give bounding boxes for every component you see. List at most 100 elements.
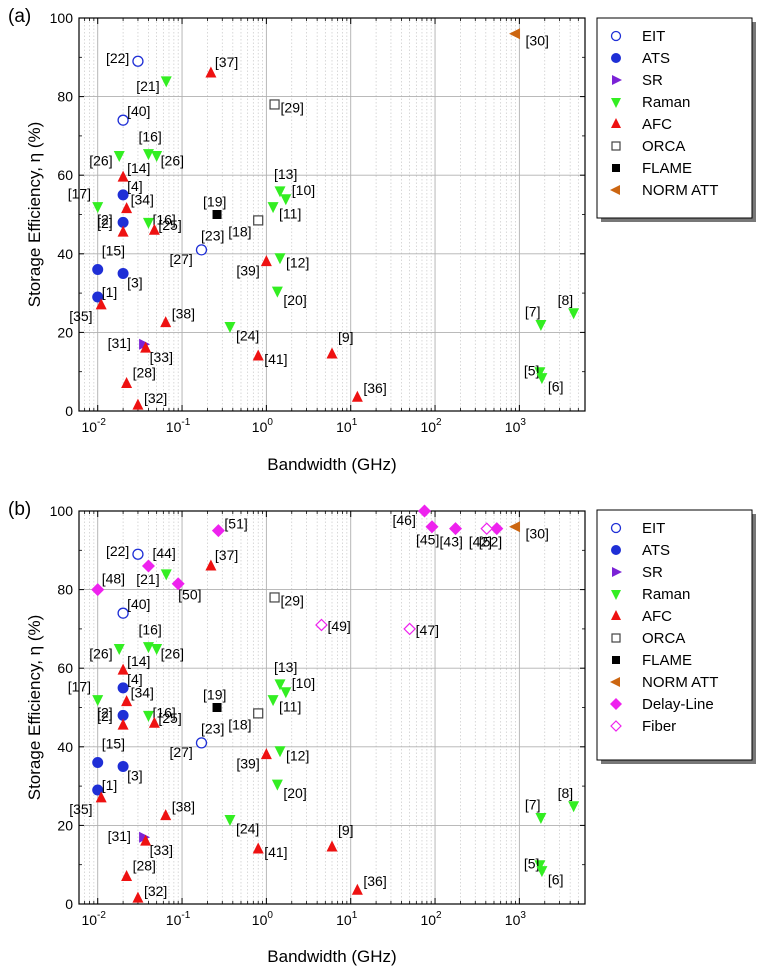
panel-label: (a) [8, 6, 31, 27]
series-orca: [29] [18] [228, 99, 304, 239]
data-point-fiber [403, 622, 417, 636]
y-tick-label: 40 [57, 246, 73, 262]
x-axis-title: Bandwidth (GHz) [267, 455, 396, 474]
x-tick-label: 102 [420, 417, 442, 435]
point-label: [50] [178, 587, 201, 603]
data-point-afc [160, 316, 172, 328]
data-point-raman [271, 779, 283, 791]
data-point-ats [92, 291, 104, 303]
legend-marker [610, 522, 622, 534]
data-point-afc [121, 869, 133, 881]
data-points: [22] [40] [27] [4] [2] [15][3] [1] [31] [21] [26]… [68, 504, 580, 903]
data-point-afc [260, 255, 272, 267]
point-label: [26] [161, 646, 184, 662]
legend-label: FLAME [642, 652, 692, 669]
data-point-afc [260, 748, 272, 760]
x-tick-label: 101 [336, 910, 358, 928]
data-point-delay-line [91, 583, 105, 597]
data-point-afc [95, 791, 107, 803]
data-point-eit [117, 114, 129, 126]
point-label: [52] [479, 534, 502, 550]
data-point-afc [117, 225, 129, 237]
panel-label: (b) [8, 499, 31, 520]
data-point-raman [113, 644, 125, 656]
point-label: [38] [172, 306, 195, 322]
data-point-ats [92, 264, 104, 276]
legend-label: EIT [642, 28, 665, 45]
y-tick-label: 60 [57, 660, 73, 676]
data-point-eit [132, 548, 144, 560]
y-tick-label: 40 [57, 739, 73, 755]
data-point-norm-att [509, 28, 521, 40]
legend-marker [611, 545, 621, 555]
point-label: [35] [69, 801, 92, 817]
legend-marker [611, 141, 621, 151]
data-point-norm-att [509, 521, 521, 533]
data-point-afc [132, 891, 144, 903]
data-point-raman [271, 286, 283, 298]
data-point-afc [148, 223, 160, 235]
point-label: [34] [131, 192, 154, 208]
point-label: [47] [416, 622, 439, 638]
point-label: [26] [89, 153, 112, 169]
legend-entry-raman: Raman [611, 94, 690, 111]
data-point-eit [195, 737, 208, 749]
point-label: [10] [292, 182, 315, 198]
y-axis: 0 20 40 60 80 100 [50, 503, 585, 912]
point-label: [2] [97, 708, 113, 724]
data-point-fiber [315, 618, 328, 632]
point-label: [32] [144, 390, 167, 406]
point-label: [29] [281, 592, 304, 608]
x-axis: 10-2 10-1 100 101 102 103 [81, 511, 579, 928]
legend-marker [611, 53, 621, 63]
legend-entry-flame: FLAME [612, 160, 692, 177]
point-label: [1] [102, 777, 118, 793]
point-label: [31] [108, 828, 131, 844]
data-point-afc [140, 834, 152, 846]
x-tick-label: 10-2 [81, 910, 106, 928]
legend: EIT ATS SR Raman AFC ORCA FLAME NORM ATT [596, 17, 756, 222]
data-point-afc [117, 663, 129, 675]
point-label: [24] [236, 328, 259, 344]
point-label: [48] [102, 571, 125, 587]
point-label: [2] [97, 704, 113, 720]
x-tick-label: 103 [505, 417, 527, 435]
legend-entry-flame: FLAME [612, 652, 692, 669]
point-label: [22] [106, 543, 129, 559]
legend-entry-sr: SR [612, 564, 663, 581]
data-point-raman [142, 149, 154, 161]
chart-panel-a: 0 20 40 60 80 100 10-2 10-1 100 101 102 103 Bandwidt… [8, 6, 756, 474]
data-point-raman [568, 801, 580, 813]
point-label: [14] [127, 160, 150, 176]
point-label: [13] [274, 659, 297, 675]
y-axis: 0 20 40 60 80 100 [50, 10, 585, 419]
data-point-raman [224, 815, 236, 827]
point-label: [21] [136, 571, 159, 587]
point-label: [28] [133, 857, 156, 873]
data-point-afc [252, 842, 264, 854]
data-point-afc [326, 840, 338, 852]
data-point-raman [534, 367, 546, 379]
data-point-delay-line [449, 522, 463, 536]
data-point-ats [117, 760, 129, 772]
point-label: [9] [338, 822, 354, 838]
annotation-label: [23] [201, 721, 224, 737]
point-label: [15] [102, 243, 125, 259]
point-label: [38] [172, 799, 195, 815]
y-tick-label: 20 [57, 817, 73, 833]
point-label: [34] [131, 685, 154, 701]
data-point-flame [212, 210, 222, 219]
data-point-raman [160, 76, 172, 88]
point-label: [13] [274, 166, 297, 182]
point-label: [5] [524, 856, 540, 872]
series-orca: [29] [18] [228, 592, 304, 732]
point-label: [44] [152, 545, 175, 561]
y-tick-label: 0 [65, 403, 73, 419]
series-eit: [22] [40] [27] [106, 543, 208, 760]
data-point-raman [536, 373, 548, 385]
data-point-raman [142, 642, 154, 654]
data-point-delay-line [425, 520, 439, 534]
y-tick-label: 60 [57, 167, 73, 183]
legend-box [596, 17, 753, 219]
legend-label: EIT [642, 520, 665, 537]
